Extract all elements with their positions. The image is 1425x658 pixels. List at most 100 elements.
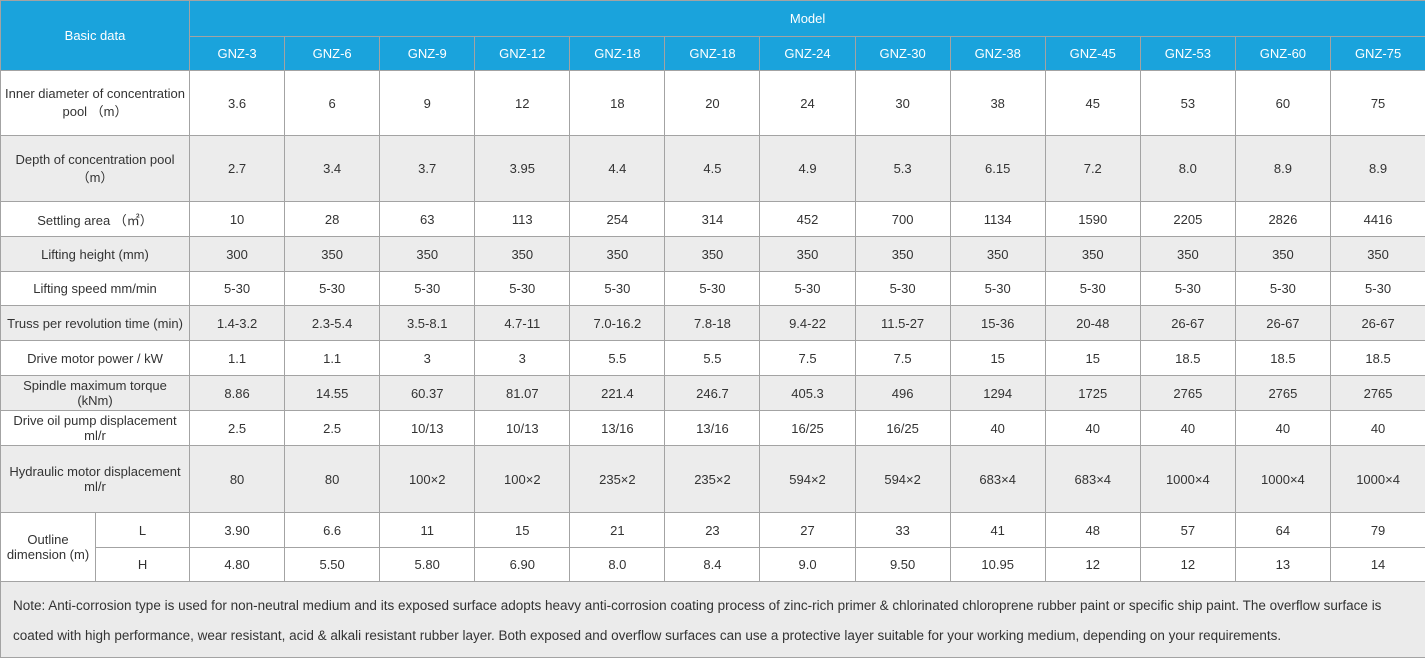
data-cell: 5-30: [475, 272, 570, 306]
data-cell: 350: [950, 237, 1045, 272]
data-cell: 12: [1140, 548, 1235, 582]
data-cell: 18.5: [1235, 341, 1330, 376]
data-cell: 5.80: [380, 548, 475, 582]
data-cell: 5-30: [1235, 272, 1330, 306]
data-cell: 3: [475, 341, 570, 376]
data-cell: 38: [950, 71, 1045, 136]
data-cell: 594×2: [855, 446, 950, 513]
data-cell: 18: [570, 71, 665, 136]
data-cell: 7.5: [855, 341, 950, 376]
data-cell: 7.5: [760, 341, 855, 376]
data-cell: 300: [190, 237, 285, 272]
data-cell: 48: [1045, 513, 1140, 548]
data-cell: 40: [950, 411, 1045, 446]
data-cell: 1.1: [190, 341, 285, 376]
data-cell: 12: [1045, 548, 1140, 582]
data-cell: 5-30: [665, 272, 760, 306]
data-cell: 8.4: [665, 548, 760, 582]
data-cell: 4.5: [665, 136, 760, 202]
data-cell: 10: [190, 202, 285, 237]
data-cell: 14: [1330, 548, 1425, 582]
data-cell: 3.90: [190, 513, 285, 548]
data-cell: 5-30: [380, 272, 475, 306]
data-cell: 7.8-18: [665, 306, 760, 341]
data-cell: 14.55: [285, 376, 380, 411]
data-cell: 683×4: [950, 446, 1045, 513]
data-cell: 1590: [1045, 202, 1140, 237]
data-cell: 350: [570, 237, 665, 272]
data-cell: 4.4: [570, 136, 665, 202]
data-cell: 13: [1235, 548, 1330, 582]
data-cell: 40: [1235, 411, 1330, 446]
model-column-header-gnz-18: GNZ-18: [570, 37, 665, 71]
data-cell: 28: [285, 202, 380, 237]
data-cell: 5-30: [285, 272, 380, 306]
data-cell: 26-67: [1140, 306, 1235, 341]
data-cell: 4416: [1330, 202, 1425, 237]
data-cell: 350: [285, 237, 380, 272]
data-cell: 2765: [1140, 376, 1235, 411]
data-cell: 75: [1330, 71, 1425, 136]
data-cell: 350: [1140, 237, 1235, 272]
data-cell: 700: [855, 202, 950, 237]
data-cell: 7.0-16.2: [570, 306, 665, 341]
data-cell: 3.7: [380, 136, 475, 202]
data-cell: 5-30: [1330, 272, 1425, 306]
data-cell: 2765: [1330, 376, 1425, 411]
data-cell: 5-30: [950, 272, 1045, 306]
model-column-header-gnz-3: GNZ-3: [190, 37, 285, 71]
data-cell: 350: [1330, 237, 1425, 272]
data-cell: 16/25: [855, 411, 950, 446]
data-cell: 4.80: [190, 548, 285, 582]
data-cell: 15: [950, 341, 1045, 376]
data-cell: 79: [1330, 513, 1425, 548]
data-cell: 41: [950, 513, 1045, 548]
data-cell: 683×4: [1045, 446, 1140, 513]
data-cell: 350: [665, 237, 760, 272]
row-label: Inner diameter of concentration pool （m）: [1, 71, 190, 136]
data-cell: 2205: [1140, 202, 1235, 237]
data-cell: 5.50: [285, 548, 380, 582]
data-cell: 350: [475, 237, 570, 272]
data-cell: 594×2: [760, 446, 855, 513]
data-cell: 9: [380, 71, 475, 136]
data-cell: 1.4-3.2: [190, 306, 285, 341]
data-cell: 3.95: [475, 136, 570, 202]
data-cell: 452: [760, 202, 855, 237]
row-label: Depth of concentration pool （m）: [1, 136, 190, 202]
data-cell: 8.9: [1330, 136, 1425, 202]
data-cell: 60: [1235, 71, 1330, 136]
row-label: Drive motor power / kW: [1, 341, 190, 376]
data-cell: 4.9: [760, 136, 855, 202]
data-cell: 3.4: [285, 136, 380, 202]
data-cell: 60.37: [380, 376, 475, 411]
data-cell: 350: [1045, 237, 1140, 272]
model-column-header-gnz-60: GNZ-60: [1235, 37, 1330, 71]
data-cell: 9.4-22: [760, 306, 855, 341]
model-column-header-gnz-75: GNZ-75: [1330, 37, 1425, 71]
data-cell: 2.3-5.4: [285, 306, 380, 341]
data-cell: 1000×4: [1140, 446, 1235, 513]
data-cell: 2826: [1235, 202, 1330, 237]
data-cell: 3: [380, 341, 475, 376]
row-label: Settling area （㎡）: [1, 202, 190, 237]
data-cell: 15: [1045, 341, 1140, 376]
data-cell: 350: [855, 237, 950, 272]
model-column-header-gnz-38: GNZ-38: [950, 37, 1045, 71]
data-cell: 80: [285, 446, 380, 513]
data-cell: 9.50: [855, 548, 950, 582]
data-cell: 6.15: [950, 136, 1045, 202]
data-cell: 405.3: [760, 376, 855, 411]
data-cell: 2.7: [190, 136, 285, 202]
model-header: Model: [190, 1, 1425, 37]
data-cell: 5-30: [855, 272, 950, 306]
data-cell: 113: [475, 202, 570, 237]
data-cell: 57: [1140, 513, 1235, 548]
model-column-header-gnz-9: GNZ-9: [380, 37, 475, 71]
data-cell: 350: [380, 237, 475, 272]
data-cell: 27: [760, 513, 855, 548]
data-cell: 350: [760, 237, 855, 272]
data-cell: 8.86: [190, 376, 285, 411]
model-column-header-gnz-53: GNZ-53: [1140, 37, 1235, 71]
data-cell: 53: [1140, 71, 1235, 136]
